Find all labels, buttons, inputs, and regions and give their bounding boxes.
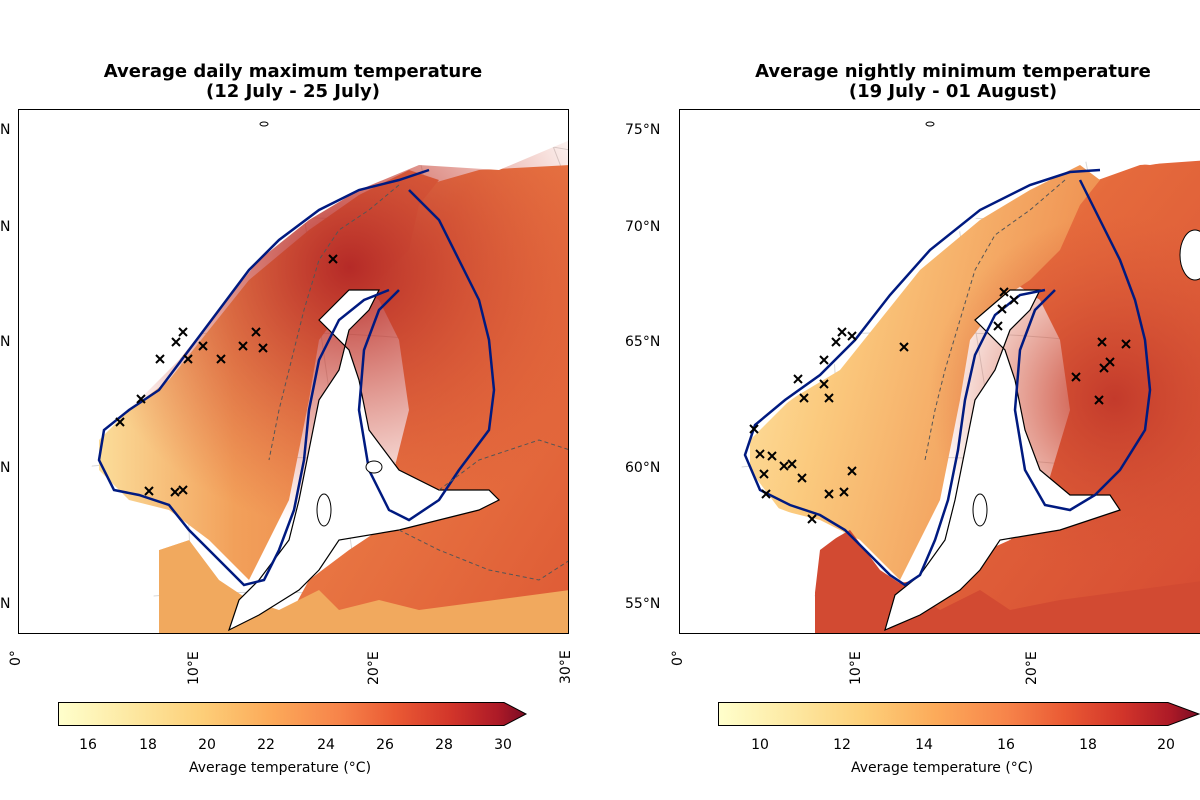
title-line-2: (19 July - 01 August) [848,81,1058,102]
title-line-1: Average nightly minimum temperature [755,61,1151,82]
lat-label: 60°N [625,460,661,476]
lat-label: 65°N [625,334,661,350]
colorbar-tick: 24 [317,737,335,753]
country-borders [268,184,568,581]
lon-label: 20°E [1024,651,1040,685]
colorbar-tick: 20 [1157,737,1175,753]
lat-label: N [0,219,11,235]
colorbar-tick: 30 [494,737,512,753]
station-markers [115,254,338,497]
lon-label: 10°E [186,651,202,685]
title-line-2: (12 July - 25 July) [206,81,380,102]
island [316,493,332,527]
colorbar-label: Average temperature (°C) [850,760,1034,776]
station-markers [749,287,1131,524]
island [972,493,988,527]
coast-norway [743,168,1101,587]
colorbar-min [718,702,1200,726]
atlantic-sea [19,110,568,633]
island [1179,229,1200,281]
lat-label: 70°N [625,219,661,235]
colorbar-tick: 18 [1079,737,1097,753]
border-finland [1013,179,1152,512]
colorbar-tick: 20 [198,737,216,753]
lon-label: 30°E [558,650,574,684]
baltic-sea [884,289,1121,632]
lat-label: N [0,334,11,350]
island [259,121,269,127]
colorbar-tick: 14 [915,737,933,753]
country-borders [924,179,1066,461]
colorbar-tick: 18 [139,737,157,753]
colorbar-label: Average temperature (°C) [188,760,372,776]
map-canvas [19,110,568,633]
baltic-sea [227,289,501,632]
island [365,460,383,474]
title-line-1: Average daily maximum temperature [103,61,483,82]
border-finland [357,189,496,522]
map-canvas [680,110,1200,633]
lat-label: 55°N [625,596,661,612]
colorbar-tick: 16 [997,737,1015,753]
panel-title: Average daily maximum temperature (12 Ju… [18,62,568,102]
panel-max-temperature: Average daily maximum temperature (12 Ju… [0,62,574,777]
lon-label: 0° [670,650,686,666]
lon-label: 0° [8,650,24,666]
panel-min-temperature: Average nightly minimum temperature (19 … [600,0,1200,800]
island [925,121,935,127]
lon-label: 20°E [366,651,382,685]
colorbar-tick: 22 [257,737,275,753]
lat-label: N [0,596,11,612]
map-min-temperature [679,109,1200,634]
colorbar-tick: 10 [751,737,769,753]
coast-norway [97,168,430,587]
atlantic-sea [680,110,1200,633]
lon-label: 10°E [848,651,864,685]
lat-label: N [0,460,11,476]
panel-title: Average nightly minimum temperature (19 … [680,62,1200,102]
colorbar-tick: 28 [435,737,453,753]
lat-label: 75°N [625,122,661,138]
colorbar-max [58,702,528,726]
colorbar-tick: 16 [79,737,97,753]
colorbar-tick: 12 [833,737,851,753]
lat-label: N [0,122,11,138]
colorbar-tick: 26 [376,737,394,753]
map-max-temperature [18,109,569,634]
